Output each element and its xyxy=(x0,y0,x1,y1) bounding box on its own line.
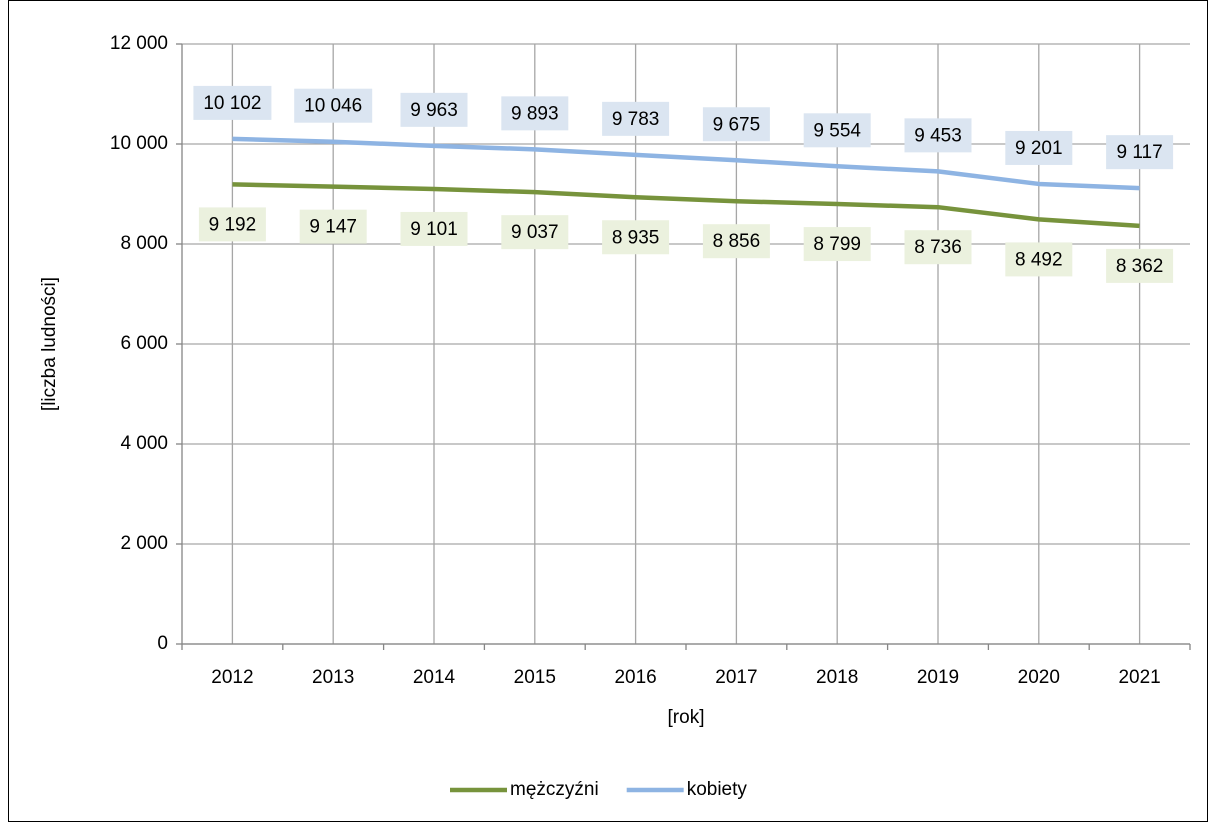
y-tick-label: 12 000 xyxy=(110,33,168,54)
series-line xyxy=(232,136,1140,191)
data-label-bg xyxy=(803,227,871,262)
data-label-bg xyxy=(198,207,266,242)
data-label: 9 554 xyxy=(813,120,861,141)
data-label-bg xyxy=(803,113,871,148)
x-axis-label: [rok] xyxy=(668,707,705,728)
y-tick-label: 6 000 xyxy=(120,333,168,354)
data-label: 9 192 xyxy=(209,214,257,235)
y-tick-label: 0 xyxy=(157,633,168,654)
y-tick-label: 4 000 xyxy=(120,433,168,454)
x-tick-label: 2014 xyxy=(413,667,456,688)
series-line xyxy=(232,182,1140,229)
y-tick-label: 8 000 xyxy=(120,233,168,254)
x-tick-label: 2016 xyxy=(614,667,656,688)
x-tick-label: 2015 xyxy=(514,667,556,688)
data-label-bg xyxy=(400,211,468,246)
data-label: 8 362 xyxy=(1116,256,1164,277)
data-label-bg xyxy=(299,209,367,244)
data-label-bg xyxy=(1005,130,1073,165)
data-label-bg xyxy=(602,101,670,136)
x-tick-label: 2012 xyxy=(211,667,253,688)
x-tick-label: 2020 xyxy=(1018,667,1060,688)
data-label: 8 935 xyxy=(612,227,660,248)
data-label: 9 037 xyxy=(511,222,559,243)
data-label: 9 147 xyxy=(309,217,357,238)
y-tick-label: 2 000 xyxy=(120,533,168,554)
x-tick-label: 2018 xyxy=(816,667,858,688)
data-label-bg xyxy=(1106,135,1174,170)
data-label: 9 101 xyxy=(410,219,458,240)
data-label-bg xyxy=(193,85,272,120)
data-label: 9 783 xyxy=(612,109,660,130)
y-axis-label: [liczba ludności] xyxy=(39,277,60,411)
data-label: 9 117 xyxy=(1117,142,1163,163)
data-label-bg xyxy=(904,230,972,265)
data-label-bg xyxy=(501,96,569,131)
data-label: 8 736 xyxy=(914,237,962,258)
x-tick-label: 2013 xyxy=(312,667,354,688)
x-tick-label: 2021 xyxy=(1118,667,1160,688)
data-label-bg xyxy=(400,92,468,127)
legend-label: mężczyźni xyxy=(510,779,599,800)
data-label: 9 893 xyxy=(511,103,559,124)
data-label: 8 799 xyxy=(813,234,861,255)
x-tick-label: 2019 xyxy=(917,667,959,688)
data-label: 10 102 xyxy=(203,93,261,114)
data-label-bg xyxy=(904,118,972,153)
data-label-bg xyxy=(294,88,373,123)
data-label: 9 675 xyxy=(713,114,761,135)
data-label: 9 201 xyxy=(1015,138,1063,159)
data-label: 9 453 xyxy=(914,125,962,146)
legend-label: kobiety xyxy=(687,779,748,800)
data-label-bg xyxy=(1106,248,1174,283)
y-tick-label: 10 000 xyxy=(110,133,168,154)
data-label: 8 856 xyxy=(713,231,761,252)
data-label-bg xyxy=(702,107,770,142)
data-label-bg xyxy=(1005,242,1073,277)
data-label-bg xyxy=(501,215,569,250)
data-label-bg xyxy=(702,224,770,259)
x-tick-label: 2017 xyxy=(715,667,757,688)
data-label: 9 963 xyxy=(410,100,458,121)
data-label-bg xyxy=(602,220,670,255)
data-label: 10 046 xyxy=(304,96,362,117)
data-label: 8 492 xyxy=(1015,249,1063,270)
